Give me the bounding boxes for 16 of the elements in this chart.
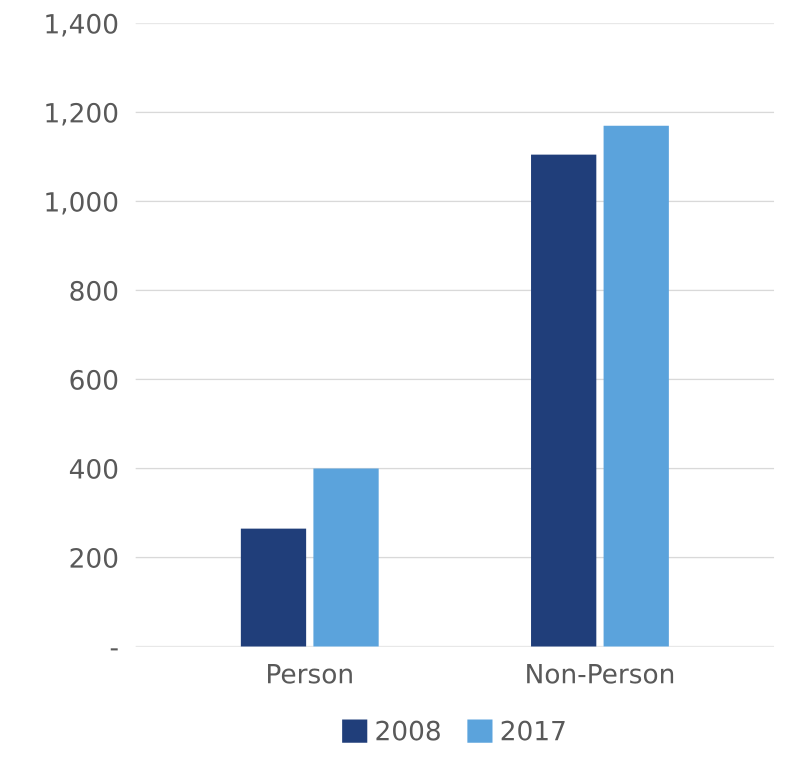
y-tick-label: 800 — [70, 280, 118, 301]
y-tick-label: 600 — [70, 370, 118, 390]
y-tick-label: - — [110, 648, 118, 650]
y-tick-label: 1,200 — [46, 102, 118, 126]
bar — [531, 154, 596, 647]
y-tick-label: 200 — [70, 548, 118, 568]
x-tick-label: Person — [268, 664, 352, 684]
bar — [240, 528, 306, 647]
y-tick-label: 1,000 — [46, 192, 118, 215]
bar — [604, 126, 669, 647]
y-tick-label: 1,400 — [46, 14, 118, 36]
bar — [313, 468, 379, 647]
legend-label: 2017 — [502, 720, 565, 741]
x-tick-label: Non-Person — [527, 664, 674, 684]
y-tick-label: 400 — [70, 458, 118, 479]
legend-label: 2008 — [376, 720, 440, 741]
